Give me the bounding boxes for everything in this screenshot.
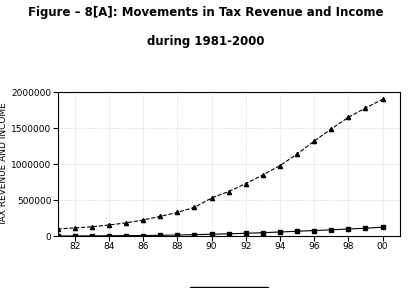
X [260, 173, 265, 177]
Y [175, 233, 180, 237]
Y [89, 234, 94, 238]
X [55, 227, 60, 231]
Y [380, 226, 385, 229]
Y-axis label: TAX REVENUE AND INCOME: TAX REVENUE AND INCOME [0, 102, 8, 226]
Y [363, 226, 368, 230]
Text: Figure – 8[A]: Movements in Tax Revenue and Income: Figure – 8[A]: Movements in Tax Revenue … [28, 6, 384, 19]
Y [140, 234, 145, 237]
X [226, 190, 231, 193]
Y [295, 230, 300, 233]
Y [72, 234, 77, 238]
X [72, 226, 77, 230]
Y [124, 234, 129, 237]
X [124, 221, 129, 225]
X [329, 127, 334, 131]
X [89, 225, 94, 229]
X [243, 182, 248, 185]
Y [55, 234, 60, 238]
X [312, 139, 317, 143]
X [107, 223, 112, 227]
Y [107, 234, 112, 238]
X [380, 98, 385, 101]
Y [158, 234, 163, 237]
Line: Y: Y [56, 226, 384, 238]
Y [312, 229, 317, 232]
X [192, 206, 197, 209]
X [295, 152, 300, 156]
Line: X: X [56, 97, 385, 231]
Text: during 1981-2000: during 1981-2000 [147, 35, 265, 48]
X [277, 164, 282, 167]
X [140, 218, 145, 222]
Y [277, 230, 282, 234]
X [346, 116, 351, 119]
X [209, 196, 214, 200]
X [158, 215, 163, 218]
Y [209, 232, 214, 236]
Y [243, 232, 248, 235]
Y [226, 232, 231, 236]
X [175, 211, 180, 214]
Legend: Y, X: Y, X [189, 287, 269, 288]
Y [329, 228, 334, 232]
X [363, 106, 368, 110]
Y [192, 233, 197, 236]
Y [346, 227, 351, 231]
Y [260, 231, 265, 234]
